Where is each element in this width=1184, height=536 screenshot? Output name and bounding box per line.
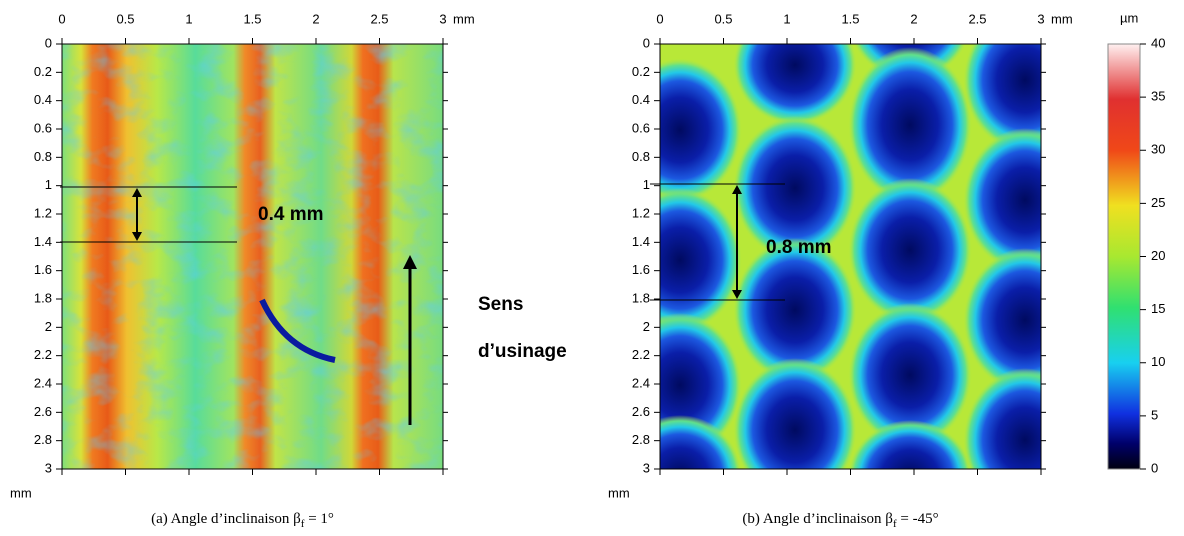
x-tick-label: 1 [185,11,192,26]
x-unit: mm [1051,11,1073,26]
x-tick-label: 3 [1037,11,1044,26]
y-tick-label: 0.8 [632,149,650,164]
blobs [660,44,1041,469]
x-tick-label: 2.5 [968,11,986,26]
x-tick-label: 2.5 [370,11,388,26]
x-tick-label: 1 [783,11,790,26]
y-tick-label: 3 [45,460,52,475]
y-tick-label: 2 [643,319,650,334]
y-tick-label: 1.6 [632,262,650,277]
y-tick-label: 2.6 [34,404,52,419]
y-tick-label: 0.6 [34,120,52,135]
y-tick-label: 1.6 [34,262,52,277]
y-tick-label: 0.2 [632,64,650,79]
groove [259,298,336,363]
caption-subscript: f [301,518,305,530]
arrow-head [403,255,417,269]
colorbar-tick-label: 20 [1151,248,1165,263]
y-tick-label: 2.8 [632,432,650,447]
measure-label: 0.8 mm [766,237,831,258]
colorbar-tick-label: 10 [1151,354,1165,369]
caption-text: (b) Angle d’inclinaison β [742,511,893,527]
measure-label: 0.4 mm [258,204,323,225]
y-tick-label: 2.8 [34,432,52,447]
x-tick-label: 1.5 [841,11,859,26]
x-tick-label: 0 [58,11,65,26]
colorbar-tick-label: 15 [1151,301,1165,316]
texture [62,44,443,469]
caption: (b) Angle d’inclinaison βf = -45° [742,511,938,529]
y-tick-label: 1.8 [34,290,52,305]
y-tick-label: 3 [643,460,650,475]
y-unit: mm [608,485,630,500]
x-tick-label: 3 [439,11,446,26]
y-tick-label: 2.2 [34,347,52,362]
y-tick-label: 1 [643,177,650,192]
colorbar-tick-label: 35 [1151,89,1165,104]
y-tick-label: 1.2 [632,205,650,220]
colorbar [1107,43,1141,470]
caption-text: (a) Angle d’inclinaison β [151,511,301,527]
y-unit: mm [10,485,32,500]
y-tick-label: 0.4 [632,92,650,107]
y-tick-label: 0.6 [632,120,650,135]
y-tick-label: 1.4 [632,234,650,249]
x-tick-label: 0.5 [714,11,732,26]
caption-tail: = 1° [304,511,333,527]
caption-tail: = -45° [897,511,939,527]
y-tick-label: 0.2 [34,64,52,79]
y-tick-label: 1 [45,177,52,192]
colorbar-tick-label: 5 [1151,407,1158,422]
y-tick-label: 0 [45,35,52,50]
x-tick-label: 2 [312,11,319,26]
y-tick-label: 1.4 [34,234,52,249]
y-tick-label: 1.2 [34,205,52,220]
y-tick-label: 2.4 [632,375,650,390]
x-unit: mm [453,11,475,26]
colorbar-unit: µm [1120,10,1138,25]
y-tick-label: 2 [45,319,52,334]
colorbar-tick-label: 25 [1151,195,1165,210]
y-tick-label: 0.8 [34,149,52,164]
y-tick-label: 1.8 [632,290,650,305]
y-tick-label: 0 [643,35,650,50]
x-tick-label: 0.5 [116,11,134,26]
colorbar-tick-label: 30 [1151,142,1165,157]
y-tick-label: 2.4 [34,375,52,390]
y-tick-label: 2.2 [632,347,650,362]
direction-label: Sens [478,294,523,315]
y-tick-label: 2.6 [632,404,650,419]
caption: (a) Angle d’inclinaison βf = 1° [151,511,334,529]
direction-label: d’usinage [478,341,567,362]
x-tick-label: 2 [910,11,917,26]
colorbar-tick-label: 0 [1151,460,1158,475]
x-tick-label: 0 [656,11,663,26]
y-tick-label: 0.4 [34,92,52,107]
caption-subscript: f [893,518,897,530]
x-tick-label: 1.5 [243,11,261,26]
colorbar-tick-label: 40 [1151,35,1165,50]
